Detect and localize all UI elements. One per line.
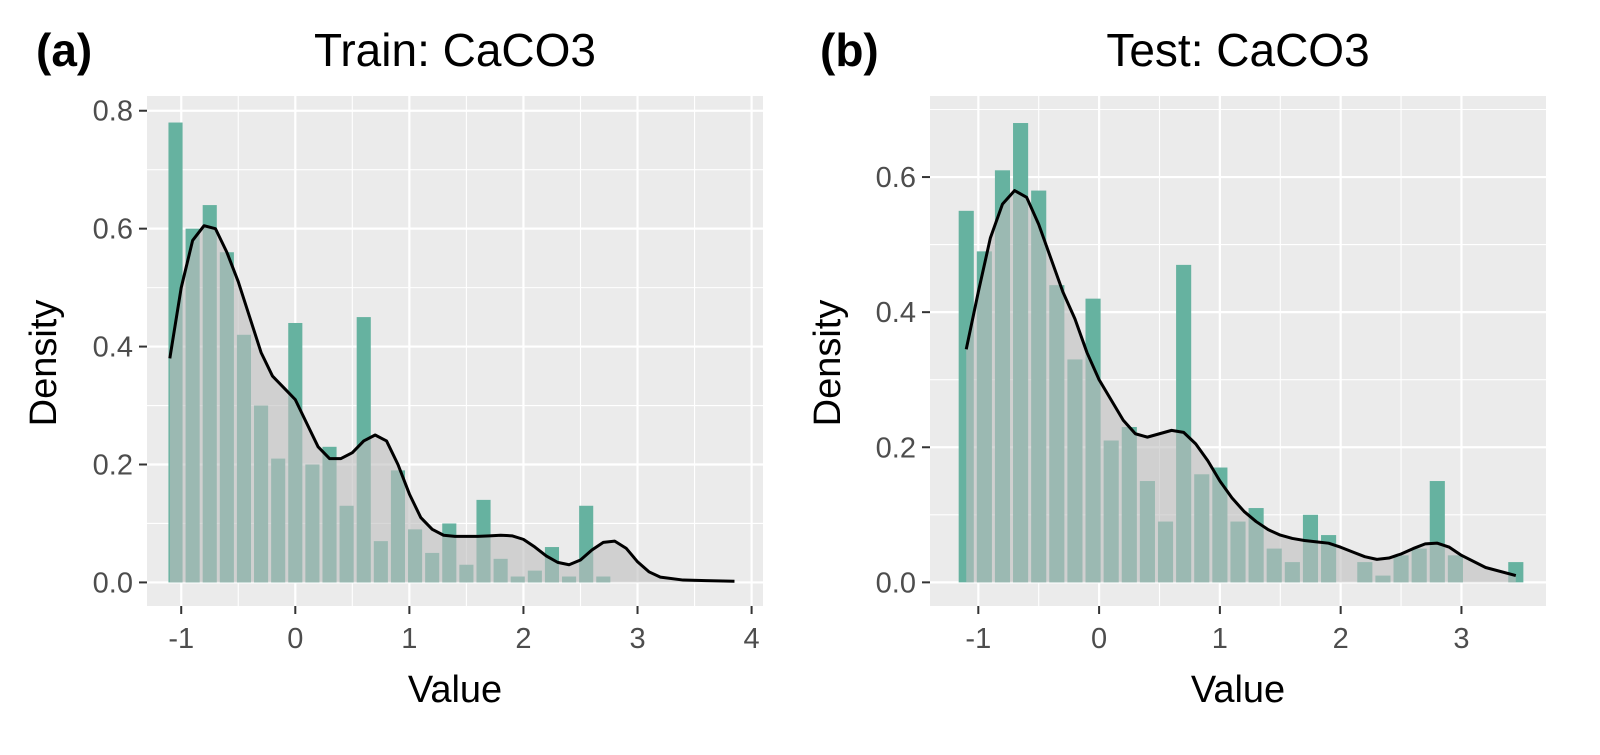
density-line [168, 224, 735, 583]
y-tick-label: 0.0 [876, 567, 916, 599]
panel-b: -1 0 1 2 3 0.0 0.2 0.4 0.6 (b) Test: CaCO3 Value Den… [807, 24, 1546, 711]
chart-title: Train: CaCO3 [314, 24, 596, 76]
x-tick-label: 0 [287, 623, 303, 655]
plot-area [168, 122, 735, 583]
panel-a: -1 0 1 2 3 4 0.0 0.2 0.4 0.6 0.8(a) Train: CaCO3 Val… [23, 24, 763, 711]
x-axis-label: Value [408, 669, 502, 711]
x-tick-label: 1 [1212, 623, 1228, 655]
x-tick-label: 3 [629, 623, 645, 655]
x-tick-label: -1 [965, 623, 991, 655]
x-tick-label: 3 [1453, 623, 1469, 655]
x-tick-label: 4 [744, 623, 760, 655]
y-axis-label: Density [807, 300, 849, 427]
plot-area [958, 123, 1524, 583]
x-axis-label: Value [1191, 669, 1285, 711]
y-axis-label: Density [23, 300, 65, 427]
y-tick-label: 0.4 [876, 297, 916, 329]
y-tick-label: 0.8 [93, 96, 133, 128]
panel-tag: (b) [820, 24, 879, 76]
y-tick-label: 0.2 [93, 449, 133, 481]
y-tick-label: 0.6 [93, 214, 133, 246]
chart-title: Test: CaCO3 [1106, 24, 1369, 76]
x-tick-label: 0 [1091, 623, 1107, 655]
panel-tag: (a) [36, 24, 92, 76]
x-tick-label: 1 [401, 623, 417, 655]
y-tick-label: 0.0 [93, 567, 133, 599]
x-tick-label: 2 [515, 623, 531, 655]
density-line [964, 189, 1517, 578]
density-area [966, 190, 1516, 583]
y-tick-label: 0.4 [93, 332, 133, 364]
y-tick-label: 0.6 [876, 162, 916, 194]
x-tick-label: 2 [1333, 623, 1349, 655]
x-tick-label: -1 [168, 623, 194, 655]
y-tick-label: 0.2 [876, 432, 916, 464]
density-area [169, 225, 735, 583]
